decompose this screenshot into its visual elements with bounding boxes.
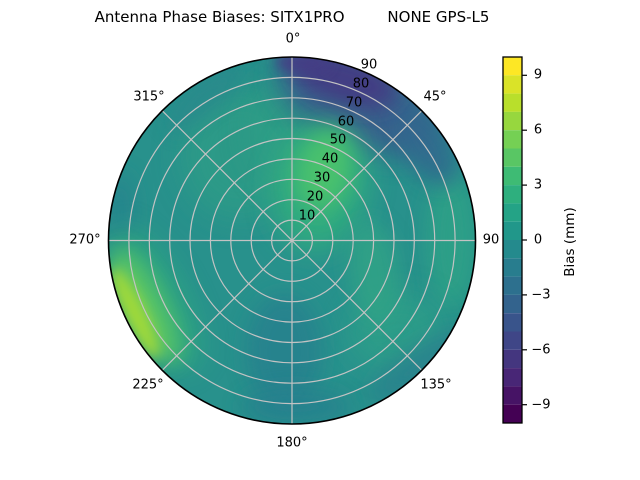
colorbar-tick-6: 6 — [533, 122, 543, 138]
colorbar-band — [503, 185, 522, 204]
theta-label-45: 45° — [423, 89, 447, 105]
theta-label-315: 315° — [133, 89, 165, 105]
colorbar-band — [503, 148, 522, 167]
colorbar-band — [503, 75, 522, 94]
colorbar-band — [503, 331, 522, 350]
r-label-40: 40 — [321, 151, 339, 167]
colorbar-band — [503, 404, 522, 423]
theta-label-270: 270° — [69, 232, 101, 248]
r-label-90: 90 — [360, 57, 378, 73]
colorbar-band — [503, 166, 522, 186]
colorbar-band — [503, 386, 522, 405]
r-label-70: 70 — [345, 95, 363, 111]
colorbar-tick-marks — [522, 74, 527, 406]
r-label-60: 60 — [337, 114, 355, 130]
colorbar-band — [503, 111, 522, 131]
colorbar-band — [503, 258, 522, 277]
colorbar-tick-n3: −3 — [531, 287, 551, 303]
theta-label-90: 90 — [482, 232, 500, 248]
colorbar-band — [503, 349, 522, 369]
colorbar-band — [503, 368, 522, 387]
colorbar-band — [503, 294, 522, 314]
colorbar-tick-n6: −6 — [531, 342, 551, 358]
theta-label-135: 135° — [420, 377, 452, 393]
colorbar-band — [503, 276, 522, 295]
plot-title: Antenna Phase Biases: SITX1PRO NONE GPS-… — [94, 8, 490, 26]
r-label-50: 50 — [329, 132, 347, 148]
r-label-80: 80 — [352, 76, 370, 92]
colorbar-band — [503, 130, 522, 149]
theta-label-225: 225° — [132, 377, 164, 393]
polar-outline — [107, 56, 477, 425]
r-label-20: 20 — [306, 189, 324, 205]
colorbar-band — [503, 93, 522, 112]
colorbar-band — [503, 313, 522, 332]
colorbar-band — [503, 240, 522, 259]
polar-grid — [108, 57, 476, 424]
colorbar-tick-9: 9 — [533, 67, 543, 83]
r-label-30: 30 — [313, 170, 331, 186]
colorbar-band — [503, 203, 522, 222]
colorbar-axis-label: Bias (mm) — [562, 207, 578, 277]
contour-field — [108, 57, 476, 424]
colorbar-tick-3: 3 — [533, 177, 543, 193]
colorbar — [502, 56, 527, 424]
theta-label-0: 0° — [285, 31, 301, 47]
colorbar-tick-n9: −9 — [531, 397, 551, 413]
colorbar-band — [503, 221, 522, 240]
r-label-10: 10 — [298, 208, 316, 224]
theta-label-180: 180° — [276, 435, 308, 451]
colorbar-tick-0: 0 — [533, 232, 543, 248]
colorbar-band — [503, 57, 522, 76]
